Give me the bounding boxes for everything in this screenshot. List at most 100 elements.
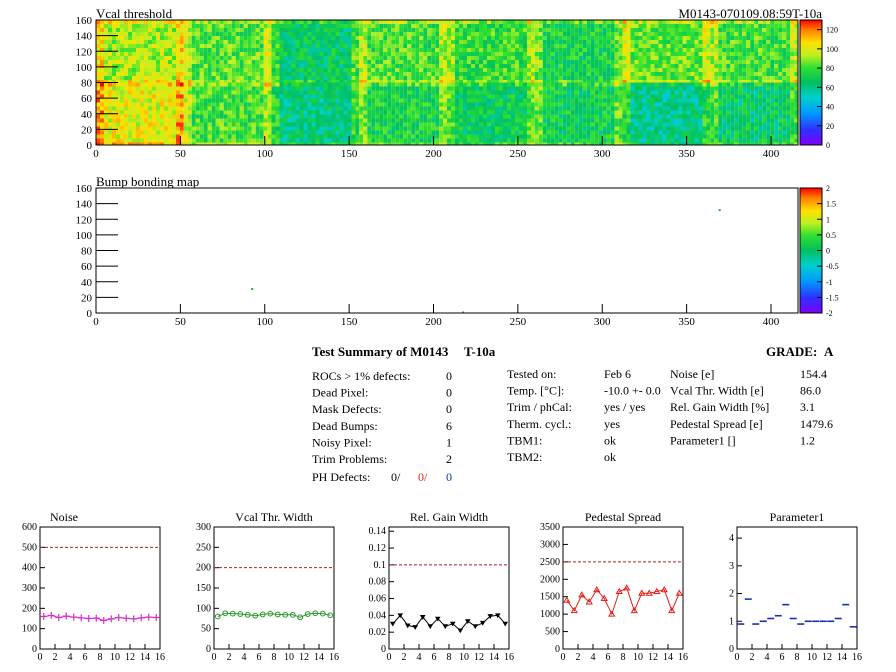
gain-width-point <box>502 621 509 627</box>
pedestal-spread-point <box>660 585 668 593</box>
roc-block <box>359 20 447 83</box>
pedestal-spread-point <box>668 606 676 614</box>
pedestal-spread-xtick-label: 6 <box>606 652 611 663</box>
summary-parameter-label: Rel. Gain Width [%] <box>670 400 769 414</box>
summary-parameter-value: 3.1 <box>800 400 815 414</box>
pedestal-spread-point <box>653 587 661 594</box>
summary-condition-value: yes / yes <box>604 400 646 414</box>
parameter1-ytick-label: 0 <box>729 644 734 655</box>
vcal-width-xtick-label: 16 <box>329 652 339 663</box>
bump-ytick-label: 140 <box>76 199 93 211</box>
gain-width-frame <box>388 526 510 650</box>
roc-block <box>359 82 447 145</box>
summary-defect-label: Trim Problems: <box>312 452 387 466</box>
gain-width-point <box>472 624 479 630</box>
summary-parameters-column: Noise [e] 154.4 Vcal Thr. Width [e] 86.0 Rel… <box>670 367 833 447</box>
parameter1-xtick-label: 8 <box>795 652 800 663</box>
bump-bonding-colorbar: 2 1.5 1 0.5 0 -0.5 -1 -1.5 -2 <box>799 184 839 318</box>
summary-parameter-label: Parameter1 [] <box>670 433 736 447</box>
vcal-threshold-axes: 0 50 100 150 200 250 300 350 4000204060801001201… <box>76 15 799 160</box>
summary-defect-label: Mask Defects: <box>312 402 382 416</box>
gain-width-ytick-label: 0.04 <box>369 610 387 621</box>
vcal-width-series-line <box>217 612 331 618</box>
summary-defect-label: Dead Bumps: <box>312 419 378 433</box>
bump-defect-point <box>718 209 721 212</box>
pedestal-spread-ytick-label: 500 <box>545 627 560 638</box>
pedestal-spread-point <box>600 594 608 601</box>
vcal-width-ytick-label: 0 <box>206 644 211 655</box>
gain-width-title: Rel. Gain Width <box>410 510 488 524</box>
bump-bonding-panel: Bump bonding map 0 50 100 150 200 250 300 350 40… <box>76 174 839 328</box>
vcal-threshold-title: Vcal threshold <box>96 6 173 21</box>
vcal-width-xtick-label: 6 <box>257 652 262 663</box>
bump-xtick-label: 200 <box>425 316 442 328</box>
module-id-label: M0143-070109.08:59T-10a <box>678 6 822 21</box>
roc-block <box>622 82 711 145</box>
vcal-width-frame <box>213 526 335 650</box>
gain-width-point <box>464 619 471 625</box>
parameter1-xtick-label: 12 <box>822 652 832 663</box>
bump-ytick-label: 80 <box>81 246 93 258</box>
noise-title: Noise <box>50 510 78 524</box>
roc-block <box>447 82 535 145</box>
summary-defect-value: 6 <box>446 419 452 433</box>
gain-width-xtick-label: 12 <box>474 652 484 663</box>
summary-condition-label: Trim / phCal: <box>507 400 572 414</box>
parameter1-ytick-label: 1 <box>729 616 734 627</box>
bump-xtick-label: 350 <box>678 316 695 328</box>
parameter1-frame <box>736 526 858 650</box>
roc-block <box>710 20 798 83</box>
noise-point <box>77 614 85 622</box>
bump-defect-point <box>462 311 465 314</box>
vcal-width-ytick-label: 100 <box>196 603 211 614</box>
bump-ytick-label: 60 <box>81 261 93 273</box>
noise-point <box>152 613 160 621</box>
bump-colorbar-tick-label: 0 <box>826 247 830 256</box>
vcal-width-xtick-label: 2 <box>227 652 232 663</box>
bump-bonding-title: Bump bonding map <box>96 174 199 189</box>
summary-condition-value: Feb 6 <box>604 367 631 381</box>
bump-xtick-label: 50 <box>175 316 187 328</box>
noise-xtick-label: 6 <box>83 652 88 663</box>
parameter1-xtick-label: 10 <box>807 652 817 663</box>
vcal-width-point <box>282 611 289 618</box>
vcal-width-title: Vcal Thr. Width <box>235 510 312 524</box>
parameter1-xtick-label: 14 <box>837 652 847 663</box>
roc-block <box>96 20 184 83</box>
vcal-width-xtick-label: 12 <box>299 652 309 663</box>
gain-width-xtick-label: 10 <box>459 652 469 663</box>
vcal-xtick-label: 400 <box>763 148 780 160</box>
gain-width-point <box>404 623 411 629</box>
bump-xtick-label: 250 <box>510 316 527 328</box>
gain-width-point <box>434 616 441 622</box>
vcal-ytick-label: 40 <box>81 109 93 121</box>
summary-condition-label: Therm. cycl.: <box>507 417 571 431</box>
vcal-xtick-label: 0 <box>93 148 99 160</box>
summary-parameter-label: Noise [e] <box>670 367 714 381</box>
vcal-xtick-label: 250 <box>510 148 527 160</box>
vcal-threshold-panel: Vcal threshold M0143-070109.08:59T-10a 0… <box>76 6 839 160</box>
noise-point <box>137 614 145 622</box>
summary-defect-value: 0 <box>446 369 452 383</box>
pedestal-spread-point <box>623 584 631 591</box>
summary-condition-label: Tested on: <box>507 367 556 381</box>
summary-parameter-value: 86.0 <box>800 384 821 398</box>
roc-block <box>710 82 798 145</box>
grade-label: GRADE: <box>766 344 817 359</box>
gain-width-ytick-label: 0.12 <box>369 543 387 554</box>
bump-ytick-label: 20 <box>81 292 93 304</box>
vcal-width-xtick-label: 14 <box>314 652 324 663</box>
gain-width-ytick-label: 0.06 <box>369 594 387 605</box>
noise-frame <box>39 526 161 650</box>
bump-colorbar-tick-label: -1 <box>826 278 833 287</box>
noise-xtick-label: 2 <box>53 652 58 663</box>
bump-colorbar-tick-label: 0.5 <box>826 231 836 240</box>
vcal-ytick-label: 140 <box>76 31 93 43</box>
vcal-colorbar-tick-label: 120 <box>826 26 838 35</box>
summary-conditions-column: Tested on: Feb 6 Temp. [°C]: -10.0 +- 0.0 Tr… <box>507 367 661 464</box>
